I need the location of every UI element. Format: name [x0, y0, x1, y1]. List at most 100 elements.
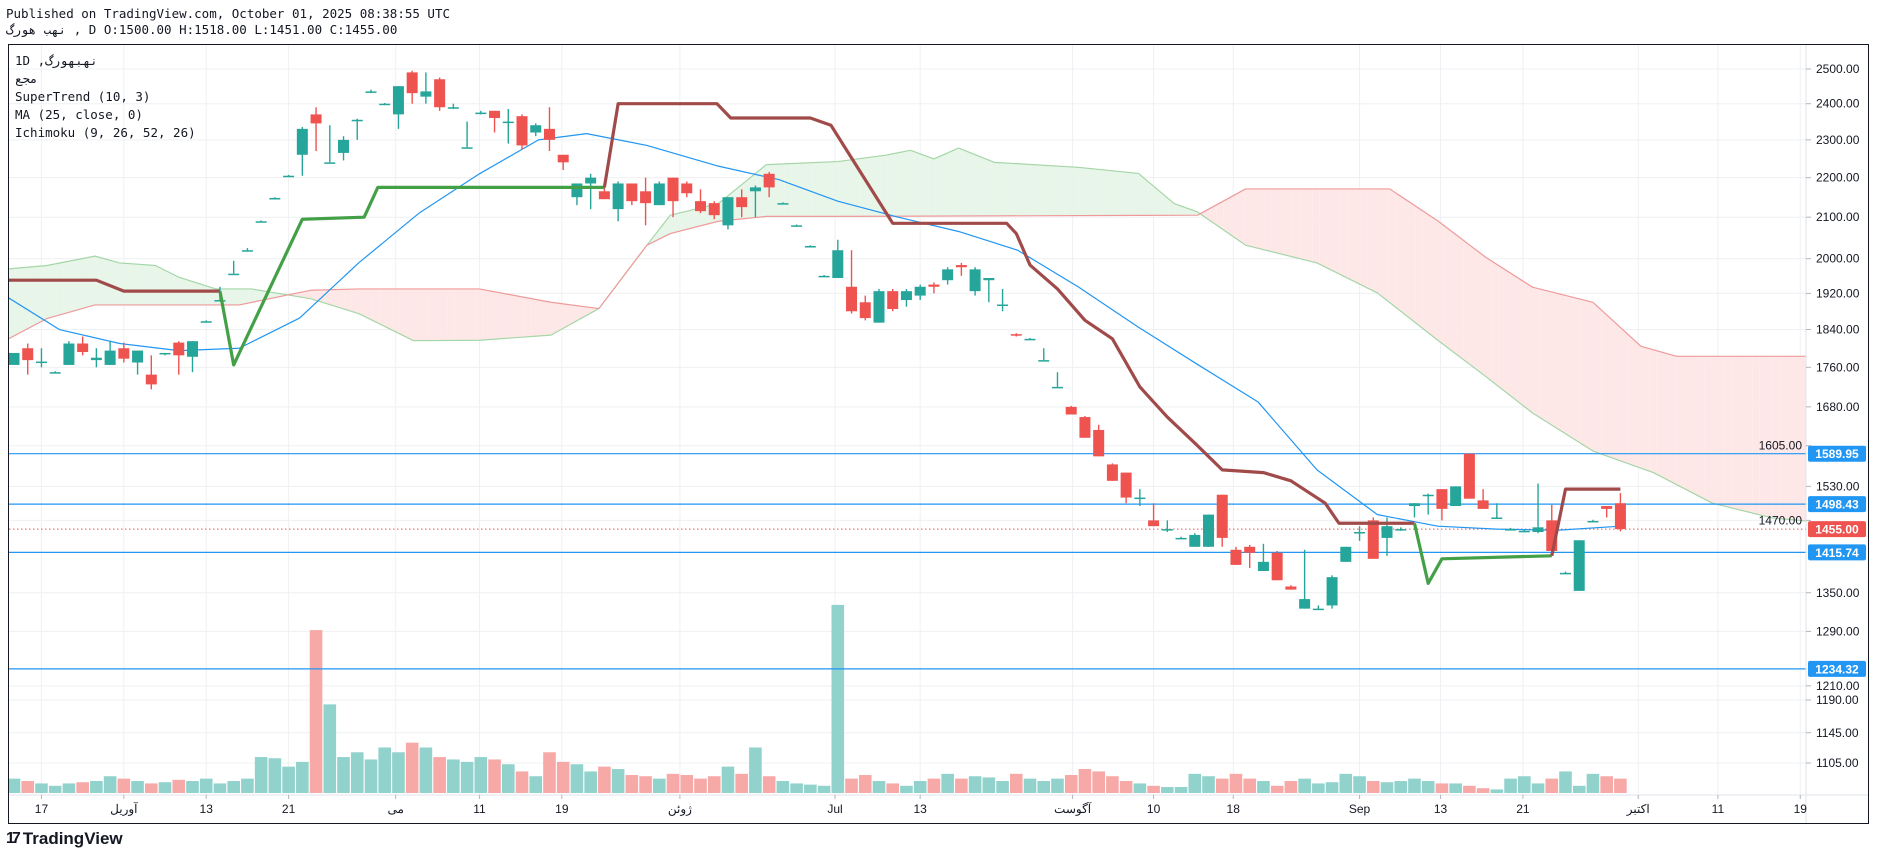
- candle-up: [1175, 537, 1187, 540]
- ichimoku-cloud-segment: [1120, 171, 1128, 216]
- ichimoku-cloud-segment: [475, 288, 483, 341]
- ichimoku-cloud-segment: [1559, 294, 1567, 435]
- ichimoku-cloud-segment: [1697, 356, 1705, 499]
- ichimoku-cloud-segment: [674, 212, 682, 233]
- candle-down: [77, 343, 89, 353]
- legend-symbol[interactable]: 1D ,نهبهورگ: [15, 53, 98, 68]
- ichimoku-cloud-segment: [344, 289, 352, 312]
- candle-up: [1203, 514, 1215, 547]
- candle-up: [914, 286, 926, 296]
- candle-down: [681, 183, 693, 194]
- volume-bar: [1545, 778, 1559, 793]
- ichimoku-cloud-segment: [1738, 356, 1746, 512]
- ichimoku-cloud-segment: [338, 289, 345, 310]
- volume-bar: [419, 747, 433, 793]
- candle-up: [1051, 386, 1063, 389]
- candle-up: [104, 350, 116, 365]
- price-tick-label: 1210.00: [1816, 679, 1860, 693]
- ichimoku-cloud-segment: [990, 160, 998, 216]
- legend-supertrend[interactable]: SuperTrend (10, 3): [15, 89, 151, 104]
- price-tick-label: 1530.00: [1816, 479, 1860, 493]
- volume-bar: [1202, 776, 1215, 793]
- ichimoku-cloud-segment: [1038, 164, 1046, 216]
- candle-down: [406, 72, 418, 94]
- volume-bar: [323, 704, 337, 793]
- legend-ma[interactable]: MA (25, close, 0): [15, 107, 143, 122]
- price-tick-label: 1290.00: [1816, 624, 1860, 638]
- ichimoku-cloud-segment: [241, 288, 249, 305]
- volume-bar: [1586, 773, 1600, 793]
- ichimoku-cloud-segment: [1086, 168, 1094, 216]
- volume-bar: [158, 782, 172, 793]
- candle-down: [516, 116, 528, 146]
- volume-bar: [845, 778, 858, 793]
- candle-up: [942, 269, 954, 281]
- time-tick-label: آگوست: [1054, 801, 1092, 816]
- candle-up: [1408, 503, 1420, 507]
- level-price-label: 1498.43: [1815, 498, 1859, 512]
- volume-bar: [1394, 781, 1408, 793]
- legend-exchange: مجع: [15, 71, 38, 86]
- legend-ichimoku[interactable]: Ichimoku (9, 26, 52, 26): [15, 125, 196, 140]
- ichimoku-cloud-segment: [1642, 346, 1650, 472]
- volume-bar: [254, 757, 268, 793]
- price-tick-label: 2400.00: [1816, 97, 1860, 111]
- candle-up: [49, 372, 61, 374]
- ichimoku-cloud-segment: [1477, 251, 1485, 376]
- ichimoku-cloud-segment: [1340, 188, 1348, 278]
- candle-up: [392, 86, 404, 115]
- ichimoku-cloud-segment: [1312, 188, 1320, 265]
- price-tick-label: 1920.00: [1816, 286, 1860, 300]
- price-tick-label: 1760.00: [1816, 360, 1860, 374]
- ichimoku-cloud-segment: [1045, 165, 1052, 216]
- volume-bar: [900, 785, 913, 793]
- ichimoku-cloud-segment: [997, 162, 1004, 216]
- volume-bar: [584, 771, 597, 793]
- volume-bar: [955, 778, 968, 793]
- ichimoku-cloud-segment: [1704, 356, 1712, 503]
- volume-bar: [117, 778, 131, 793]
- ichimoku-cloud-segment: [1319, 188, 1327, 268]
- candle-down: [118, 348, 130, 359]
- ichimoku-cloud-segment: [125, 263, 133, 305]
- time-tick-label: 21: [282, 802, 296, 816]
- ichimoku-cloud-segment: [1662, 352, 1670, 482]
- candle-up: [447, 107, 459, 109]
- candle-down: [1148, 520, 1160, 527]
- candle-up: [269, 197, 281, 200]
- candle-up: [969, 269, 981, 292]
- time-tick-label: Sep: [1349, 802, 1371, 816]
- candle-down: [1106, 464, 1118, 481]
- candle-down: [1216, 494, 1228, 538]
- candle-up: [324, 162, 336, 164]
- ichimoku-cloud-segment: [399, 288, 407, 338]
- tradingview-logo[interactable]: 17 TradingView: [6, 829, 123, 849]
- ichimoku-cloud-segment: [489, 290, 496, 340]
- ichimoku-cloud-segment: [228, 288, 236, 305]
- volume-bar: [282, 766, 295, 793]
- ichimoku-cloud-segment: [1731, 356, 1739, 510]
- ichimoku-cloud-segment: [1443, 224, 1451, 350]
- volume-bar: [378, 747, 392, 793]
- ichimoku-cloud-segment: [1154, 187, 1162, 216]
- ichimoku-cloud-segment: [1436, 219, 1444, 345]
- candle-up: [255, 221, 267, 223]
- volume-bar: [1325, 782, 1339, 793]
- candle-down: [846, 286, 858, 312]
- candle-up: [832, 250, 844, 279]
- ichimoku-cloud-segment: [1395, 192, 1403, 312]
- ichimoku-cloud-segment: [1772, 356, 1780, 519]
- volume-bar: [268, 758, 282, 793]
- candle-up: [1257, 561, 1269, 572]
- volume-bar: [1023, 778, 1037, 793]
- ichimoku-cloud-segment: [159, 267, 167, 305]
- candle-down: [1614, 503, 1626, 530]
- ichimoku-cloud-segment: [1484, 256, 1492, 381]
- ichimoku-cloud-segment: [104, 258, 112, 305]
- candle-up: [420, 91, 432, 97]
- ichimoku-cloud-segment: [1209, 204, 1217, 226]
- ichimoku-cloud-segment: [56, 262, 64, 316]
- volume-bar: [1353, 776, 1366, 793]
- ichimoku-cloud-segment: [949, 149, 956, 217]
